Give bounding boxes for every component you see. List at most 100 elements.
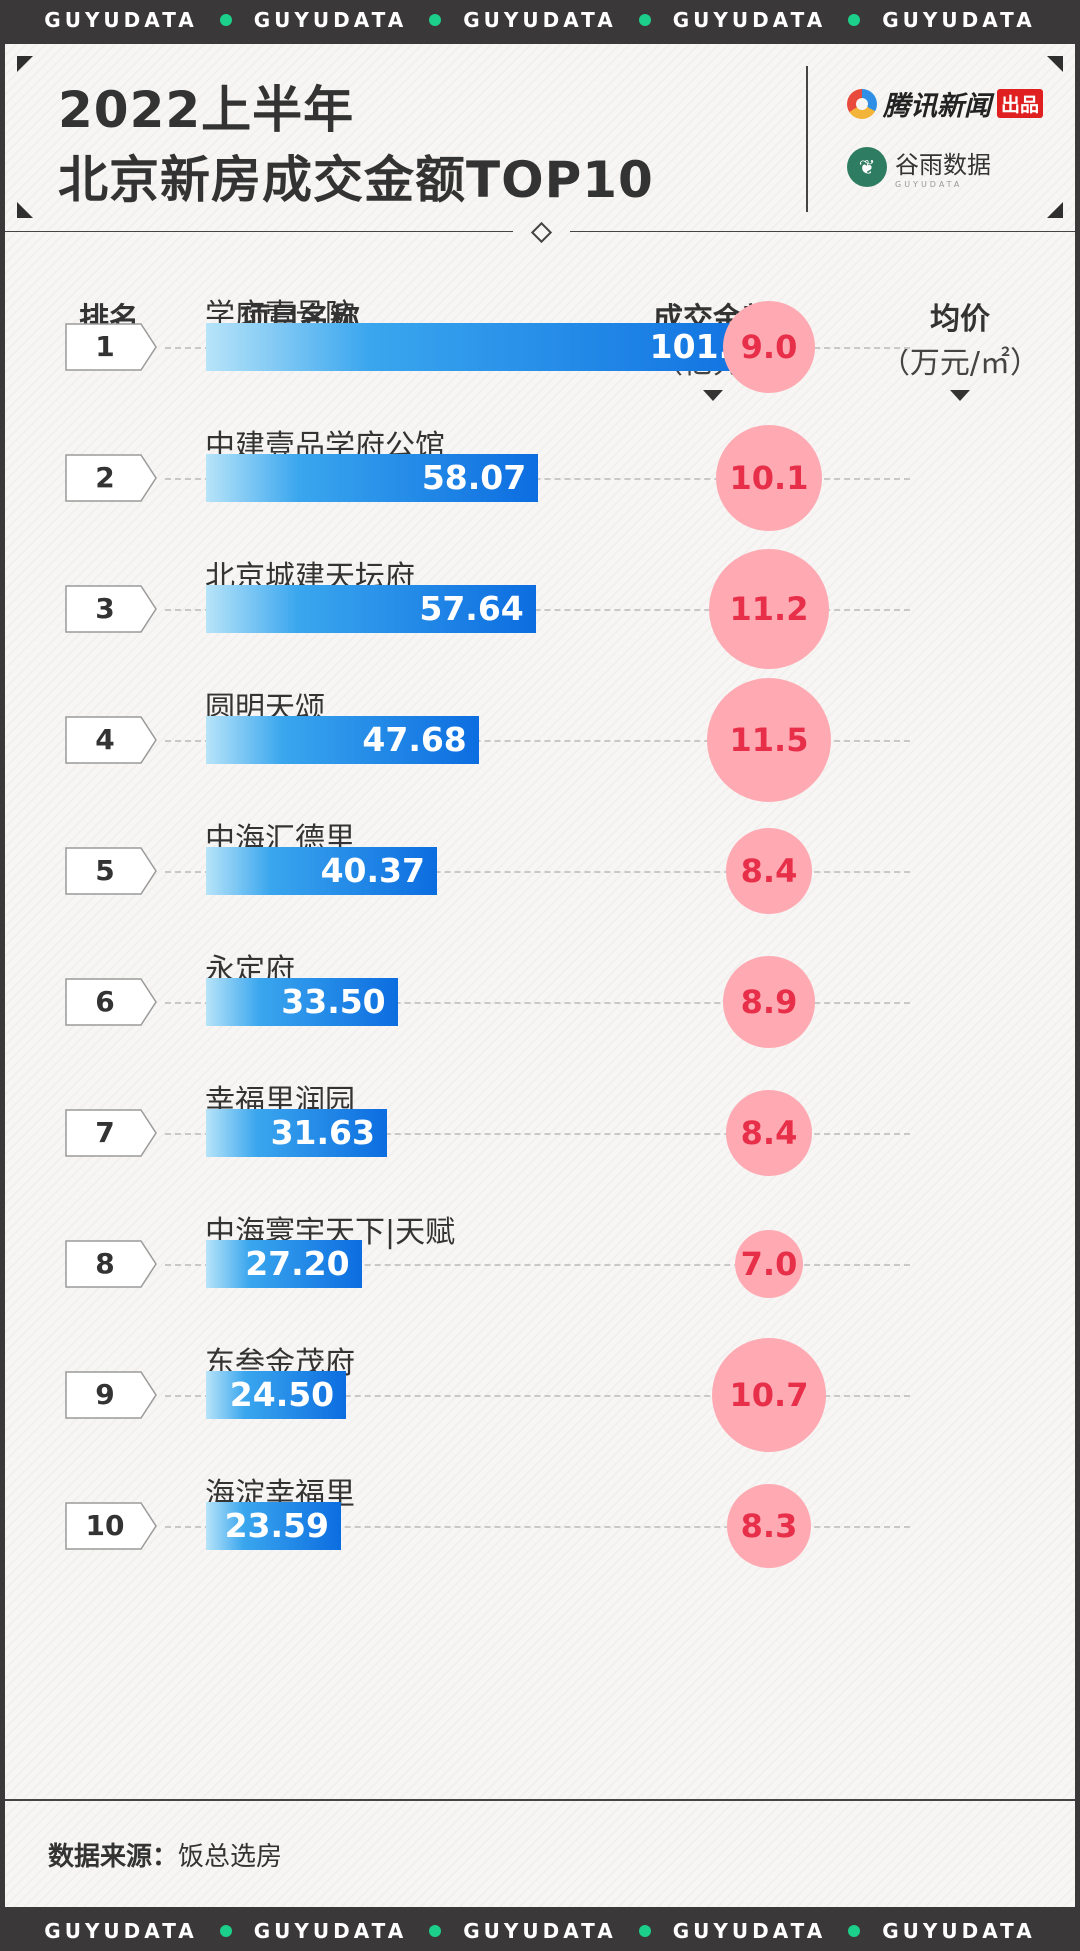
amount-bar (206, 323, 789, 371)
rank-number: 1 (95, 330, 115, 363)
amount-label: 101.90 (649, 327, 777, 366)
amount-label: 40.37 (320, 851, 425, 890)
price-circle: 8.4 (726, 828, 812, 914)
amount-label: 27.20 (245, 1244, 350, 1283)
tencent-news-logo: 腾讯新闻 出品 (847, 84, 1044, 123)
dashed-guide (165, 740, 910, 742)
dashed-guide (165, 609, 910, 611)
top-ticker: GUYUDATA GUYUDATA GUYUDATA GUYUDATA GUYUDATA (0, 0, 1080, 40)
rank-number: 5 (95, 854, 115, 887)
data-source-label: 数据来源： (48, 1842, 179, 1872)
amount-label: 33.50 (281, 982, 386, 1021)
amount-bar (206, 1109, 387, 1157)
diamond-icon (530, 221, 553, 244)
footer-rule (5, 1799, 1075, 1801)
rank-tag: 3 (65, 585, 157, 633)
ticker-word: GUYUDATA (253, 1919, 408, 1943)
ticker-word: GUYUDATA (253, 8, 408, 32)
rank-tag: 9 (65, 1371, 157, 1419)
arrow-down-icon (703, 390, 723, 401)
corner-mark (17, 202, 33, 218)
price-circle: 11.5 (707, 678, 831, 802)
ticker-word: GUYUDATA (44, 8, 198, 32)
rank-number: 6 (95, 985, 115, 1018)
rank-tag: 4 (65, 716, 157, 764)
amount-label: 24.50 (229, 1375, 335, 1414)
guyu-data-sub: GUYUDATA (895, 180, 963, 189)
rank-tag: 8 (65, 1240, 157, 1288)
dashed-guide (165, 1264, 910, 1266)
ticker-word: GUYUDATA (882, 8, 1036, 32)
ticker-word: GUYUDATA (882, 1919, 1036, 1943)
price-circle: 10.1 (715, 424, 823, 532)
price-circle: 9.0 (722, 300, 816, 394)
amount-bar (206, 716, 479, 764)
rank-tag: 1 (65, 323, 157, 371)
ticker-word: GUYUDATA (672, 1919, 827, 1943)
rank-tag: 10 (65, 1502, 157, 1550)
amount-bar (206, 1240, 362, 1288)
tencent-news-name: 腾讯新闻 (883, 91, 991, 122)
ticker-word: GUYUDATA (463, 8, 617, 32)
title-line-1: 2022上半年 (58, 81, 355, 139)
price-circle: 7.0 (735, 1230, 803, 1298)
dashed-guide (165, 1526, 910, 1528)
amount-label: 57.64 (419, 589, 524, 628)
header-rule-right (570, 231, 1075, 232)
column-header-price-label: 均价 (930, 302, 990, 337)
title-line-2: 北京新房成交金额TOP10 (58, 151, 654, 209)
ticker-dot (219, 14, 232, 26)
column-header-price: 均价 （万元/㎡） (865, 294, 1055, 401)
bird-icon: ❦ (847, 147, 887, 187)
amount-label: 31.63 (270, 1113, 375, 1152)
ticker-dot (848, 14, 861, 26)
corner-mark (1047, 56, 1063, 72)
ticker-word: GUYUDATA (463, 1919, 617, 1943)
corner-mark (17, 56, 33, 72)
rank-tag: 6 (65, 978, 157, 1026)
amount-label: 47.68 (362, 720, 467, 759)
guyu-data-name: 谷雨数据 (895, 151, 991, 179)
amount-label: 23.59 (224, 1506, 329, 1545)
amount-bar (206, 454, 539, 502)
guyu-data-logo: ❦ 谷雨数据 GUYUDATA (847, 145, 991, 189)
rank-number: 4 (95, 723, 115, 756)
rank-number: 8 (95, 1247, 115, 1280)
rank-number: 10 (85, 1509, 125, 1542)
corner-mark (1047, 202, 1063, 218)
ticker-word: GUYUDATA (672, 8, 827, 32)
arrow-down-icon (950, 390, 970, 401)
amount-bar (206, 1502, 341, 1550)
dashed-guide (165, 1395, 910, 1397)
tencent-news-tag: 出品 (997, 89, 1044, 118)
infographic-card: 2022上半年 北京新房成交金额TOP10 腾讯新闻 出品 ❦ 谷雨数据 GUY… (5, 44, 1075, 1907)
rank-number: 3 (95, 592, 115, 625)
ticker-dot (638, 14, 651, 26)
amount-bar (206, 1371, 347, 1419)
ticker-dot (848, 1925, 861, 1937)
data-source-value: 饭总选房 (178, 1842, 283, 1872)
amount-label: 58.07 (421, 458, 527, 497)
dashed-guide (165, 1002, 910, 1004)
dashed-guide (165, 871, 910, 873)
ticker-dot (219, 1925, 232, 1937)
rank-number: 2 (95, 461, 115, 494)
price-circle: 10.7 (711, 1337, 826, 1452)
ticker-word: GUYUDATA (44, 1919, 198, 1943)
dashed-guide (165, 1133, 910, 1135)
bottom-ticker: GUYUDATA GUYUDATA GUYUDATA GUYUDATA GUYUDATA (0, 1911, 1080, 1951)
amount-bar (206, 847, 437, 895)
ticker-dot (429, 14, 442, 26)
ticker-dot (429, 1925, 442, 1937)
ticker-dot (638, 1925, 651, 1937)
tencent-news-icon (847, 88, 877, 119)
amount-bar (206, 585, 536, 633)
price-circle: 11.2 (708, 548, 830, 670)
rank-tag: 5 (65, 847, 157, 895)
header-rule-left (5, 231, 513, 232)
column-header-price-unit: （万元/㎡） (879, 346, 1041, 381)
price-circle: 8.3 (726, 1483, 812, 1569)
rank-tag: 2 (65, 454, 157, 502)
rank-number: 7 (95, 1116, 115, 1149)
price-circle: 8.9 (723, 956, 815, 1048)
